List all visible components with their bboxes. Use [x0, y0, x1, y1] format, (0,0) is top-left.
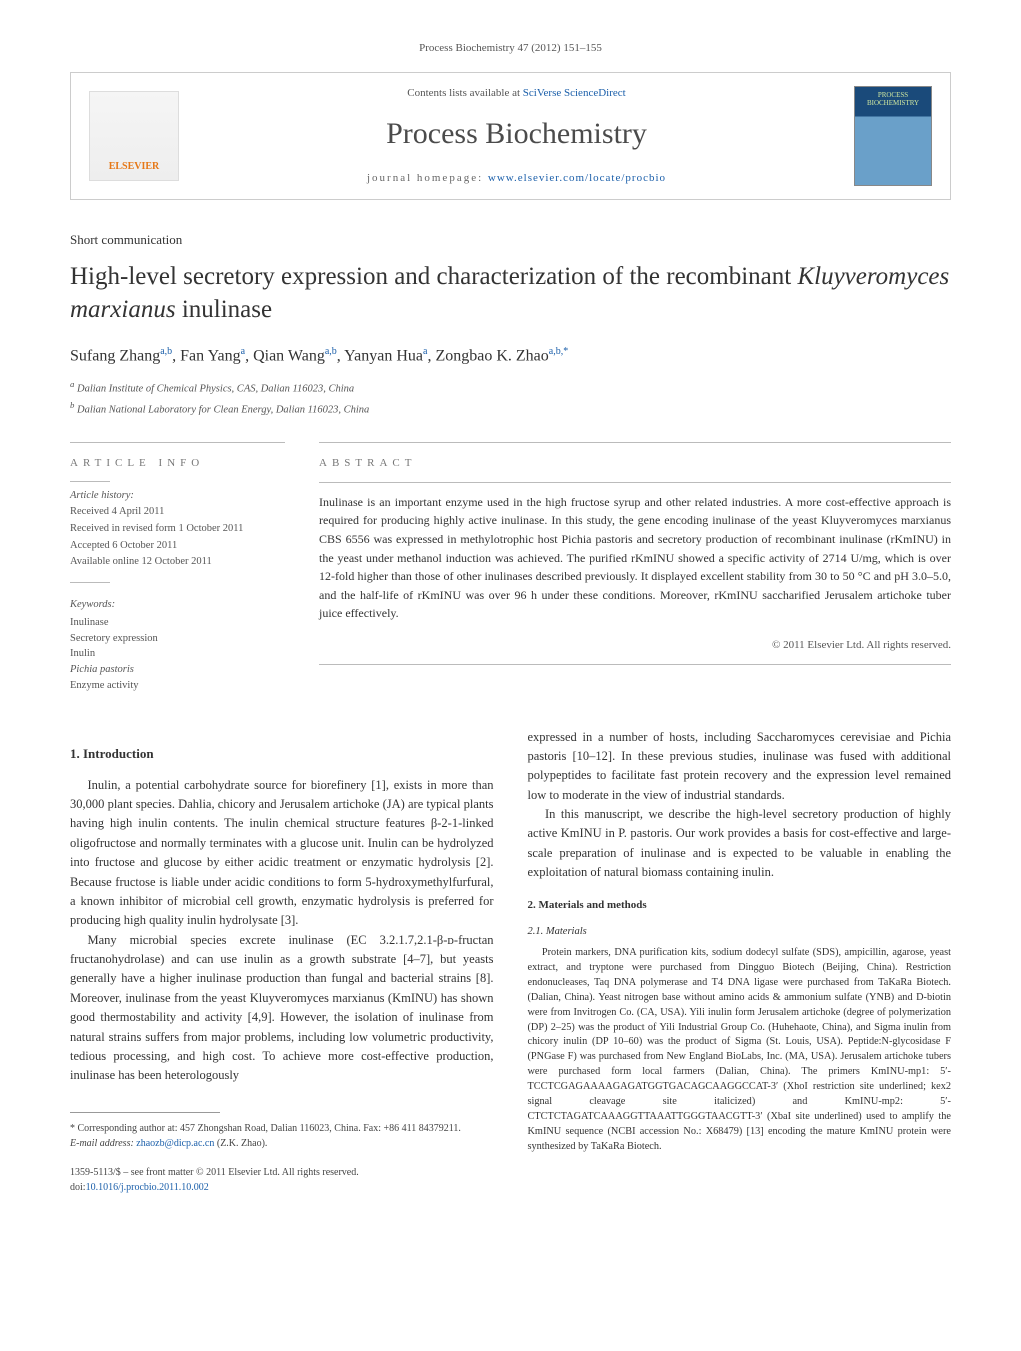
title-post: inulinase: [176, 296, 273, 323]
doi-line: doi:10.1016/j.procbio.2011.10.002: [70, 1180, 494, 1195]
intro-para-4: In this manuscript, we describe the high…: [528, 805, 952, 883]
elsevier-logo: ELSEVIER: [89, 91, 179, 181]
keywords-label: Keywords:: [70, 597, 285, 613]
homepage-label: journal homepage:: [367, 172, 488, 184]
author-2: Fan Yang: [180, 347, 240, 364]
keyword-4-text: Pichia pastoris: [70, 664, 134, 675]
header-citation: Process Biochemistry 47 (2012) 151–155: [70, 40, 951, 57]
article-type: Short communication: [70, 230, 951, 250]
author-5: Zongbao K. Zhao: [435, 347, 548, 364]
contents-available-line: Contents lists available at SciVerse Sci…: [179, 85, 854, 102]
corresponding-author: * Corresponding author at: 457 Zhongshan…: [70, 1121, 494, 1136]
contents-prefix: Contents lists available at: [407, 87, 522, 99]
authors-line: Sufang Zhanga,b, Fan Yanga, Qian Wanga,b…: [70, 344, 951, 368]
article-info-heading: article info: [70, 455, 285, 472]
abstract-text: Inulinase is an important enzyme used in…: [319, 493, 951, 623]
homepage-link[interactable]: www.elsevier.com/locate/procbio: [488, 172, 666, 184]
abstract-rule-mid: [319, 482, 951, 483]
abstract-copyright: © 2011 Elsevier Ltd. All rights reserved…: [319, 637, 951, 654]
author-1: Sufang Zhang: [70, 347, 160, 364]
keyword-2: Secretory expression: [70, 631, 285, 647]
history-revised: Received in revised form 1 October 2011: [70, 521, 285, 537]
author-3: Qian Wang: [253, 347, 325, 364]
affiliation-a: a Dalian Institute of Chemical Physics, …: [70, 378, 951, 397]
info-rule-short-1: [70, 481, 110, 482]
footnotes: * Corresponding author at: 457 Zhongshan…: [70, 1121, 494, 1151]
email-link[interactable]: zhaozb@dicp.ac.cn: [136, 1138, 214, 1149]
affiliations: a Dalian Institute of Chemical Physics, …: [70, 378, 951, 418]
keyword-4: Pichia pastoris: [70, 662, 285, 678]
header-center: Contents lists available at SciVerse Sci…: [179, 85, 854, 187]
author-1-aff: a,b: [160, 346, 172, 357]
sciencedirect-link[interactable]: SciVerse ScienceDirect: [523, 87, 626, 99]
front-matter-line: 1359-5113/$ – see front matter © 2011 El…: [70, 1165, 494, 1180]
email-label: E-mail address:: [70, 1138, 136, 1149]
journal-cover-thumbnail: PROCESS BIOCHEMISTRY: [854, 86, 932, 186]
section-mm-heading: 2. Materials and methods: [528, 897, 952, 914]
intro-para-1: Inulin, a potential carbohydrate source …: [70, 776, 494, 931]
doi-link[interactable]: 10.1016/j.procbio.2011.10.002: [86, 1182, 209, 1193]
abstract-rule-bottom: [319, 664, 951, 665]
section-intro-heading: 1. Introduction: [70, 744, 494, 764]
history-label: Article history:: [70, 488, 285, 504]
abstract-rule-top: [319, 442, 951, 443]
intro-para-3: expressed in a number of hosts, includin…: [528, 728, 952, 806]
abstract-block: abstract Inulinase is an important enzym…: [319, 442, 951, 694]
email-line: E-mail address: zhaozb@dicp.ac.cn (Z.K. …: [70, 1136, 494, 1151]
author-4-aff: a: [423, 346, 427, 357]
affiliation-a-text: Dalian Institute of Chemical Physics, CA…: [77, 384, 354, 395]
affiliation-b-text: Dalian National Laboratory for Clean Ene…: [77, 404, 369, 415]
affiliation-b: b Dalian National Laboratory for Clean E…: [70, 399, 951, 418]
materials-para: Protein markers, DNA purification kits, …: [528, 946, 952, 1155]
bottom-meta: 1359-5113/$ – see front matter © 2011 El…: [70, 1165, 494, 1195]
title-pre: High-level secretory expression and char…: [70, 263, 797, 290]
info-rule-top: [70, 442, 285, 443]
body-columns: 1. Introduction Inulin, a potential carb…: [70, 728, 951, 1195]
author-2-aff: a: [241, 346, 245, 357]
keyword-5: Enzyme activity: [70, 678, 285, 694]
journal-title: Process Biochemistry: [179, 111, 854, 156]
author-3-aff: a,b: [325, 346, 337, 357]
keyword-3: Inulin: [70, 646, 285, 662]
section-materials-heading: 2.1. Materials: [528, 924, 952, 940]
article-title: High-level secretory expression and char…: [70, 261, 951, 326]
footnote-separator: [70, 1112, 220, 1113]
keyword-1: Inulinase: [70, 615, 285, 631]
history-received: Received 4 April 2011: [70, 504, 285, 520]
history-online: Available online 12 October 2011: [70, 554, 285, 570]
journal-header-box: ELSEVIER Contents lists available at Sci…: [70, 72, 951, 200]
article-info-block: article info Article history: Received 4…: [70, 442, 285, 694]
history-accepted: Accepted 6 October 2011: [70, 538, 285, 554]
author-5-aff: a,b,*: [549, 346, 568, 357]
author-4: Yanyan Hua: [344, 347, 423, 364]
abstract-heading: abstract: [319, 455, 951, 472]
email-suffix: (Z.K. Zhao).: [214, 1138, 267, 1149]
info-rule-short-2: [70, 582, 110, 583]
doi-label: doi:: [70, 1182, 86, 1193]
homepage-line: journal homepage: www.elsevier.com/locat…: [179, 170, 854, 187]
intro-para-2: Many microbial species excrete inulinase…: [70, 931, 494, 1086]
